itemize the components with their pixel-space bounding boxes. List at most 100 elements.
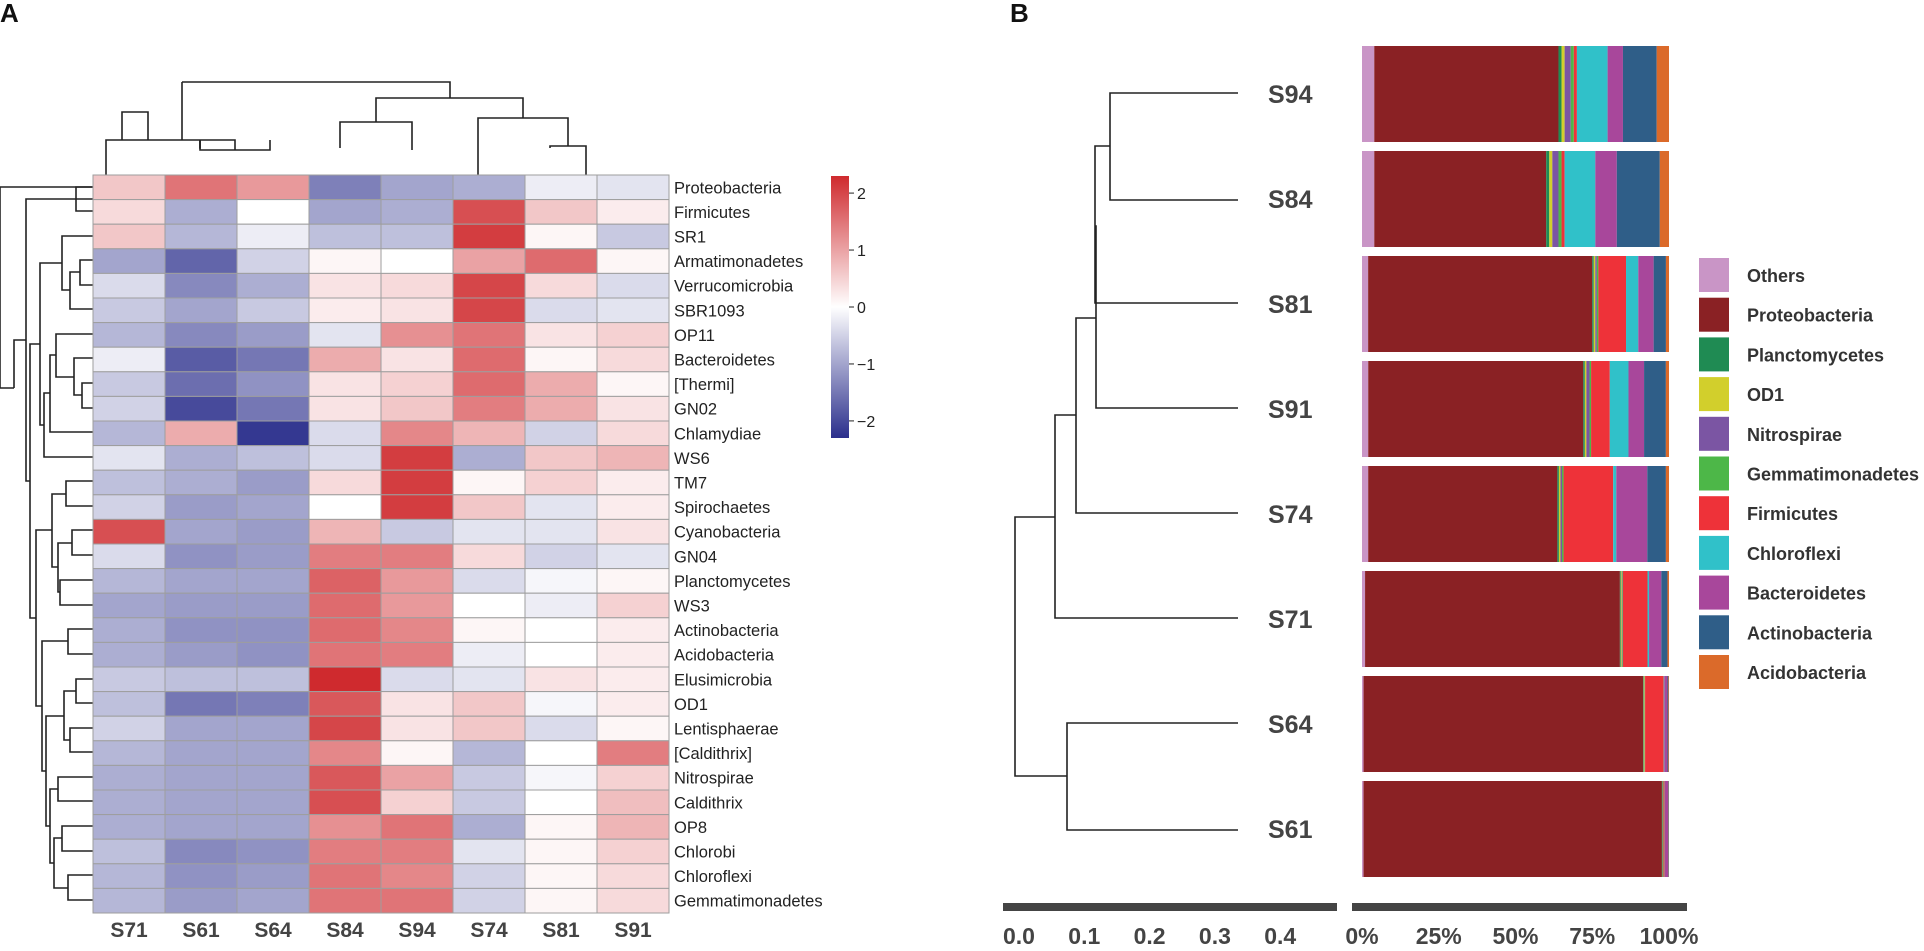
bar-segment [1562, 466, 1564, 562]
dendrogram-axis-tick-label: 0.3 [1199, 923, 1231, 949]
dendrogram-axis-tick-label: 0.2 [1134, 923, 1166, 949]
heatmap-cells [92, 174, 670, 914]
legend-swatch [1699, 377, 1729, 412]
heatmap-cell [236, 592, 310, 619]
bar-segment [1586, 361, 1590, 457]
colorbar-tick-label: −2 [857, 414, 875, 431]
heatmap-cell [524, 395, 598, 422]
heatmap-cell [164, 371, 238, 397]
heatmap-cell [164, 641, 238, 668]
heatmap-cell [596, 248, 670, 274]
heatmap-row-label: Armatimonadetes [674, 253, 803, 271]
heatmap-cell [308, 248, 382, 274]
heatmap-cell [524, 838, 598, 865]
heatmap-row-label: Verrucomicrobia [674, 278, 794, 296]
legend-label: Actinobacteria [1747, 623, 1873, 643]
legend-label: Proteobacteria [1747, 306, 1874, 326]
heatmap-cell [92, 248, 166, 274]
bar-segment [1638, 256, 1654, 352]
bar-segment [1591, 361, 1610, 457]
heatmap-cell [524, 199, 598, 225]
heatmap-cell [524, 248, 598, 274]
heatmap-cell [308, 814, 382, 840]
heatmap-cell [308, 887, 382, 914]
heatmap-cell [308, 494, 382, 520]
heatmap-cell [92, 814, 166, 840]
heatmap-cell [524, 617, 598, 643]
row-dendro-branch [61, 825, 93, 852]
percent-axis-tick-label: 0% [1345, 923, 1378, 949]
heatmap-cell [596, 814, 670, 840]
sample-dendro-branch [1095, 225, 1238, 409]
heatmap-cell [524, 691, 598, 717]
bar-segment [1363, 676, 1644, 772]
heatmap-row-label: Bacteroidetes [674, 352, 775, 370]
heatmap-cell [452, 174, 526, 201]
heatmap-cell [92, 199, 166, 225]
heatmap-cell [524, 592, 598, 619]
bar-segment [1362, 256, 1369, 352]
legend-swatch [1699, 456, 1729, 491]
heatmap-cell [452, 617, 526, 643]
heatmap-cell [380, 666, 454, 693]
bar-segment [1647, 571, 1650, 667]
heatmap-row-label: Firmicutes [674, 204, 750, 222]
heatmap-row-label: Acidobacteria [674, 647, 775, 665]
heatmap-cell [92, 715, 166, 742]
heatmap-row-label: WS3 [674, 598, 710, 616]
bar-segment [1592, 256, 1594, 352]
bar-segment [1645, 676, 1664, 772]
heatmap-row-label: OP8 [674, 819, 707, 837]
bar-segment [1368, 361, 1584, 457]
heatmap-cell [308, 272, 382, 299]
heatmap-cell [308, 617, 382, 643]
heatmap-cell [596, 371, 670, 397]
bar-segment [1643, 676, 1645, 772]
heatmap-cell [164, 764, 238, 791]
bar-segment [1368, 466, 1558, 562]
legend-swatch [1699, 337, 1729, 372]
bar-segment [1570, 46, 1574, 142]
heatmap-cell [236, 666, 310, 693]
bar-segment [1564, 46, 1571, 142]
heatmap-cell [452, 420, 526, 447]
bar-segment [1664, 676, 1668, 772]
heatmap-cell [452, 592, 526, 619]
sample-label: S94 [1268, 81, 1313, 109]
bar-segment [1557, 466, 1559, 562]
heatmap-cell [380, 469, 454, 496]
heatmap-cell [164, 174, 238, 201]
stacked-bar-panel: S94 S84 S81 S91 S74 S71 S64 S61 Others Proteobac… [1003, 46, 1919, 949]
heatmap-cell [452, 469, 526, 496]
heatmap-cell [92, 494, 166, 520]
heatmap-cell [308, 420, 382, 447]
heatmap-cell [452, 395, 526, 422]
heatmap-cell [164, 297, 238, 324]
heatmap-cell [524, 346, 598, 373]
heatmap-cell [452, 887, 526, 914]
sample-label: S91 [1268, 396, 1313, 424]
heatmap-cell [452, 297, 526, 324]
heatmap-column-label: S91 [614, 919, 652, 942]
heatmap-cell [236, 223, 310, 250]
bar-segment [1665, 361, 1669, 457]
heatmap-row-label: TM7 [674, 475, 707, 493]
heatmap-cell [524, 568, 598, 594]
heatmap-cell [92, 272, 166, 299]
row-dendro-branch [29, 343, 40, 619]
bar-segment [1622, 46, 1657, 142]
heatmap-cell [524, 764, 598, 791]
heatmap-cell [308, 371, 382, 397]
heatmap-cell [92, 641, 166, 668]
colorbar-tick-label: 1 [857, 243, 866, 260]
legend-swatch [1699, 655, 1729, 689]
heatmap-column-labels: S71 S61 S64 S84 S94 S74 S81 S91 [110, 919, 652, 942]
heatmap-cell [380, 814, 454, 840]
col-dendro-branch [339, 121, 413, 150]
heatmap-cell [452, 272, 526, 299]
sample-dendro-branch [1066, 722, 1238, 831]
legend-label: OD1 [1747, 385, 1784, 405]
heatmap-cell [164, 592, 238, 619]
row-dendro-branch [51, 493, 66, 568]
legend-swatch [1699, 496, 1729, 531]
